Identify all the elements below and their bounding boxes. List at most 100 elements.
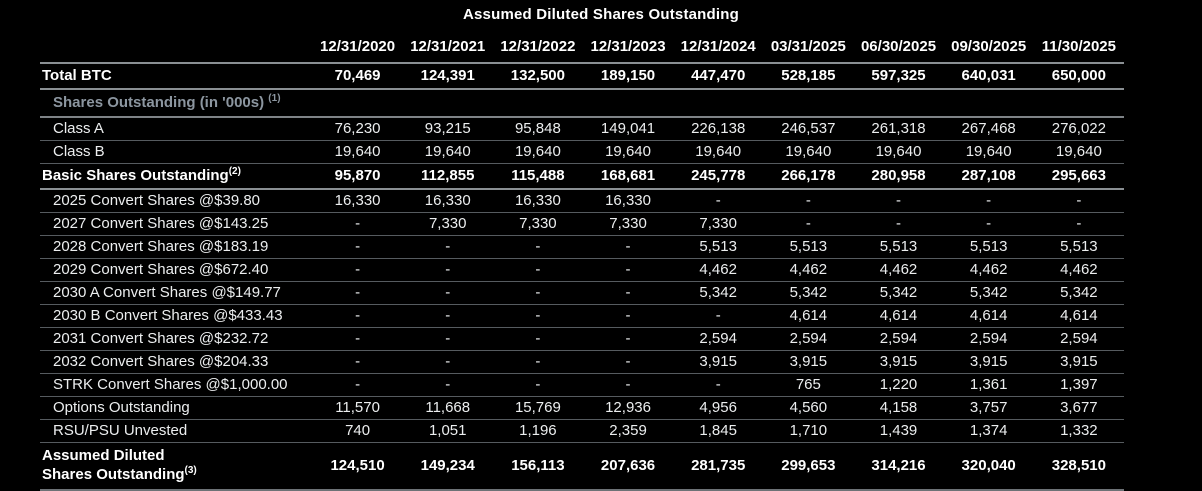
- row-label-text: Total BTC: [42, 67, 112, 84]
- row-label-text: Class A: [53, 120, 104, 137]
- row-label: 2028 Convert Shares @$183.19: [40, 235, 313, 259]
- cell-value: -: [312, 212, 403, 236]
- table-row: Class B 19,640 19,640 19,640 19,640 19,640 19,…: [40, 140, 1124, 164]
- cell-value: 245,778: [673, 163, 764, 190]
- cell-value: 19,640: [1033, 140, 1124, 164]
- cell-value: 207,636: [582, 442, 674, 491]
- cell-value: 115,488: [492, 163, 583, 190]
- cell-value: -: [492, 304, 583, 328]
- row-label-text: 2028 Convert Shares @$183.19: [53, 238, 269, 255]
- cell-value: -: [1033, 189, 1124, 213]
- cell-value: 276,022: [1033, 117, 1124, 141]
- cell-value: 4,614: [943, 304, 1034, 328]
- cell-value: 640,031: [943, 63, 1034, 90]
- cell-value: 3,677: [1033, 396, 1124, 420]
- row-label: 2027 Convert Shares @$143.25: [40, 212, 313, 236]
- cell-value: -: [312, 258, 403, 282]
- row-label-text: 2030 A Convert Shares @$149.77: [53, 284, 281, 301]
- cell-value: 299,653: [763, 442, 854, 491]
- section-header-row: Shares Outstanding (in '000s) (1): [40, 89, 1124, 118]
- cell-value: 2,594: [943, 327, 1034, 351]
- cell-value: 19,640: [673, 140, 764, 164]
- cell-value: 740: [312, 419, 403, 443]
- cell-value: 2,594: [853, 327, 944, 351]
- cell-value: 4,462: [673, 258, 764, 282]
- cell-value: -: [943, 212, 1034, 236]
- cell-value: 5,342: [1033, 281, 1124, 305]
- cell-value: 4,614: [853, 304, 944, 328]
- cell-value: 3,915: [673, 350, 764, 374]
- cell-value: 149,041: [582, 117, 674, 141]
- row-label: 2030 B Convert Shares @$433.43: [40, 304, 313, 328]
- row-label: 2029 Convert Shares @$672.40: [40, 258, 313, 282]
- cell-value: -: [402, 327, 493, 351]
- cell-value: 4,158: [853, 396, 944, 420]
- column-header-date: 11/30/2025: [1033, 34, 1124, 64]
- cell-value: 314,216: [853, 442, 944, 491]
- cell-value: 447,470: [673, 63, 764, 90]
- row-label: 2030 A Convert Shares @$149.77: [40, 281, 313, 305]
- cell-value: 1,220: [853, 373, 944, 397]
- cell-value: 5,513: [943, 235, 1034, 259]
- cell-value: 16,330: [582, 189, 674, 213]
- table-row: 2027 Convert Shares @$143.25-7,330 7,330 7…: [40, 212, 1124, 236]
- cell-value: 597,325: [853, 63, 944, 90]
- cell-value: 7,330: [402, 212, 493, 236]
- cell-value: 112,855: [402, 163, 493, 190]
- table-row: Assumed Diluted Shares Outstanding(3) 124…: [40, 442, 1124, 491]
- row-label: 2025 Convert Shares @$39.80: [40, 189, 313, 213]
- cell-value: 16,330: [492, 189, 583, 213]
- cell-value: 19,640: [492, 140, 583, 164]
- row-label: 2031 Convert Shares @$232.72: [40, 327, 313, 351]
- cell-value: -: [582, 281, 674, 305]
- cell-value: 7,330: [492, 212, 583, 236]
- cell-value: 93,215: [402, 117, 493, 141]
- row-label-text: 2031 Convert Shares @$232.72: [53, 330, 269, 347]
- column-header-date: 12/31/2020: [312, 34, 403, 64]
- cell-value: 4,462: [853, 258, 944, 282]
- cell-value: 124,510: [312, 442, 403, 491]
- label-column-header: [40, 34, 313, 64]
- cell-value: -: [763, 189, 854, 213]
- row-label-text: STRK Convert Shares @$1,000.00: [53, 376, 288, 393]
- cell-value: 4,462: [943, 258, 1034, 282]
- cell-value: 95,870: [312, 163, 403, 190]
- cell-value: -: [402, 373, 493, 397]
- cell-value: 15,769: [492, 396, 583, 420]
- cell-value: 280,958: [853, 163, 944, 190]
- cell-value: 2,594: [1033, 327, 1124, 351]
- row-label: Options Outstanding: [40, 396, 313, 420]
- cell-value: 19,640: [853, 140, 944, 164]
- cell-value: 1,845: [673, 419, 764, 443]
- cell-value: 5,342: [763, 281, 854, 305]
- cell-value: 19,640: [763, 140, 854, 164]
- cell-value: -: [312, 327, 403, 351]
- row-label-text: Basic Shares Outstanding: [42, 167, 229, 184]
- column-header-date: 12/31/2021: [402, 34, 493, 64]
- cell-value: 19,640: [402, 140, 493, 164]
- cell-value: -: [492, 327, 583, 351]
- row-label-text: 2027 Convert Shares @$143.25: [53, 215, 269, 232]
- cell-value: 5,513: [673, 235, 764, 259]
- cell-value: 16,330: [402, 189, 493, 213]
- row-label-text: Assumed Diluted Shares Outstanding: [42, 447, 185, 483]
- column-header-date: 12/31/2023: [582, 34, 674, 64]
- table-row: 2025 Convert Shares @$39.80 16,330 16,330 1…: [40, 189, 1124, 213]
- cell-value: -: [312, 350, 403, 374]
- table-row: 2031 Convert Shares @$232.72- - - -2,594 2,5…: [40, 327, 1124, 351]
- cell-value: -: [492, 235, 583, 259]
- footnote-superscript: (2): [228, 166, 241, 177]
- row-label-text: Class B: [53, 143, 105, 160]
- row-label: Basic Shares Outstanding(2): [40, 163, 313, 190]
- section-label: Shares Outstanding (in '000s) (1): [40, 89, 1124, 118]
- cell-value: -: [582, 373, 674, 397]
- cell-value: 287,108: [943, 163, 1034, 190]
- cell-value: 156,113: [492, 442, 583, 491]
- cell-value: 5,513: [1033, 235, 1124, 259]
- cell-value: 765: [763, 373, 854, 397]
- cell-value: 189,150: [582, 63, 674, 90]
- cell-value: 3,915: [763, 350, 854, 374]
- table-row: Basic Shares Outstanding(2) 95,870 112,855…: [40, 163, 1124, 190]
- table-row: RSU/PSU Unvested 740 1,051 1,196 2,359 1,845 1…: [40, 419, 1124, 443]
- cell-value: -: [492, 373, 583, 397]
